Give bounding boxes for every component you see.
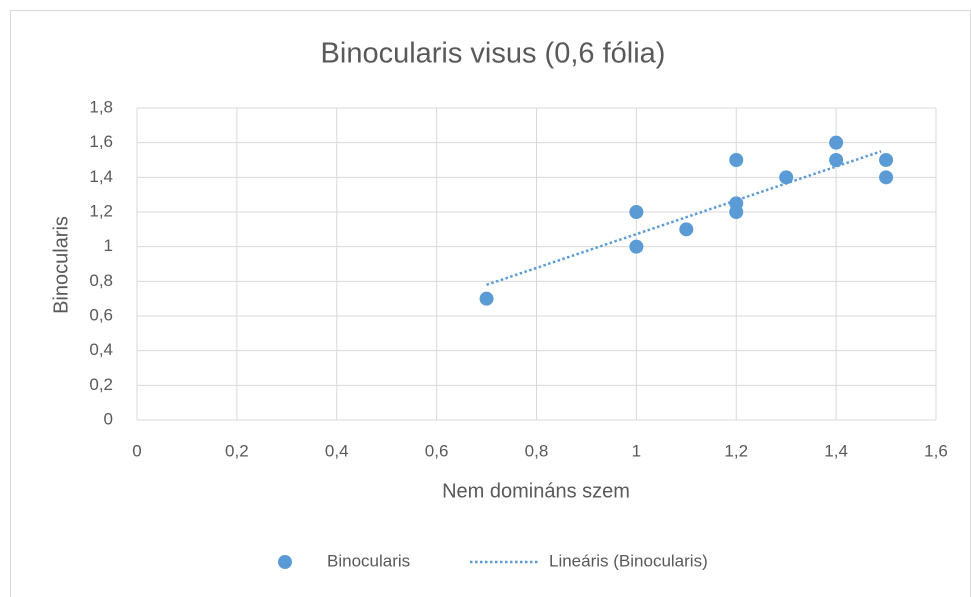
scatter-point [779, 170, 794, 185]
legend-label: Binocularis [327, 551, 410, 570]
x-tick-label: 0,8 [525, 441, 549, 460]
chart-title: Binocularis visus (0,6 fólia) [321, 38, 666, 70]
scatter-point [679, 222, 694, 237]
scatter-point [729, 153, 744, 167]
y-tick-label: 0,4 [89, 340, 113, 359]
x-tick-label: 0,2 [225, 441, 249, 460]
x-tick-label: 0,6 [425, 441, 449, 460]
x-tick-label: 1,4 [824, 441, 848, 460]
x-tick-label: 1,2 [724, 441, 748, 460]
scatter-point [829, 153, 844, 167]
legend-label: Lineáris (Binocularis) [549, 551, 708, 570]
y-axis-label: Binocularis [50, 216, 72, 314]
x-axis-label: Nem domináns szem [442, 480, 630, 502]
y-tick-label: 1 [104, 236, 113, 255]
scatter-point [729, 205, 744, 219]
x-tick-label: 1,6 [924, 441, 948, 460]
y-tick-label: 0,2 [89, 375, 113, 394]
trendline [486, 150, 882, 286]
scatter-point [879, 153, 894, 167]
scatter-point [629, 205, 644, 219]
scatter-point [479, 291, 494, 306]
scatter-point [629, 239, 644, 254]
y-tick-label: 1,8 [89, 97, 113, 116]
x-tick-label: 0 [132, 441, 141, 460]
scatter-point [879, 170, 894, 185]
legend-marker [278, 555, 292, 569]
y-tick-label: 1,4 [89, 167, 113, 186]
y-tick-label: 1,6 [89, 132, 113, 151]
scatter-point [829, 135, 844, 150]
x-tick-label: 0,4 [325, 441, 349, 460]
y-tick-label: 0,8 [89, 271, 113, 290]
y-tick-label: 0 [104, 409, 113, 428]
y-tick-label: 0,6 [89, 305, 113, 324]
y-tick-label: 1,2 [89, 201, 113, 220]
x-tick-label: 1 [632, 441, 641, 460]
